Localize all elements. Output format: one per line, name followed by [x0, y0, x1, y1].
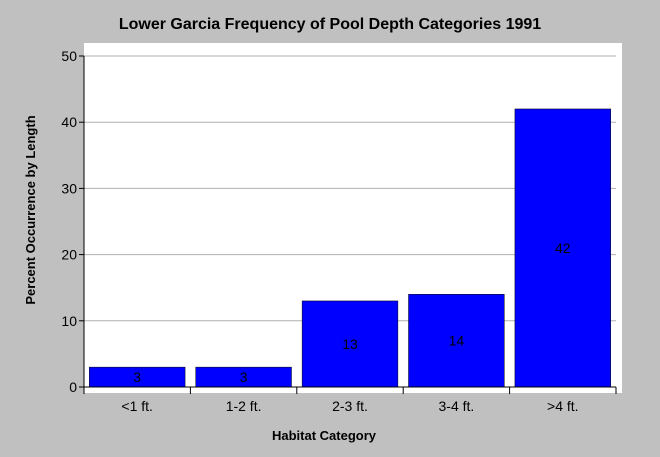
y-tick-label: 20 — [61, 247, 77, 263]
y-tick-label: 30 — [61, 180, 77, 196]
bar-value-label: 3 — [240, 369, 248, 385]
axes — [79, 55, 617, 394]
y-tick-label: 40 — [61, 114, 77, 130]
x-tick-label: <1 ft. — [121, 398, 153, 414]
x-tick-label: 2-3 ft. — [332, 398, 368, 414]
bar-value-label: 14 — [449, 333, 465, 349]
x-tick-label: >4 ft. — [547, 398, 579, 414]
labels: 0 10 20 30 40 50 3 3 13 14 42 <1 ft. 1-2 ft. 2-3 ft. 3… — [61, 48, 578, 414]
bar-value-label: 13 — [342, 336, 358, 352]
x-tick-label: 1-2 ft. — [226, 398, 262, 414]
bar-value-label: 42 — [555, 240, 571, 256]
x-axis-label: Habitat Category — [272, 428, 377, 443]
y-axis-label: Percent Occurrence by Length — [23, 115, 38, 304]
bar — [514, 108, 611, 388]
bar-value-label: 3 — [133, 369, 141, 385]
y-tick-label: 10 — [61, 313, 77, 329]
y-tick-label: 0 — [69, 379, 77, 395]
x-tick-label: 3-4 ft. — [439, 398, 475, 414]
bar — [301, 300, 399, 388]
y-tick-label: 50 — [61, 48, 77, 64]
chart-title: Lower Garcia Frequency of Pool Depth Cat… — [119, 16, 541, 33]
bar — [408, 294, 505, 388]
bars — [89, 108, 611, 388]
